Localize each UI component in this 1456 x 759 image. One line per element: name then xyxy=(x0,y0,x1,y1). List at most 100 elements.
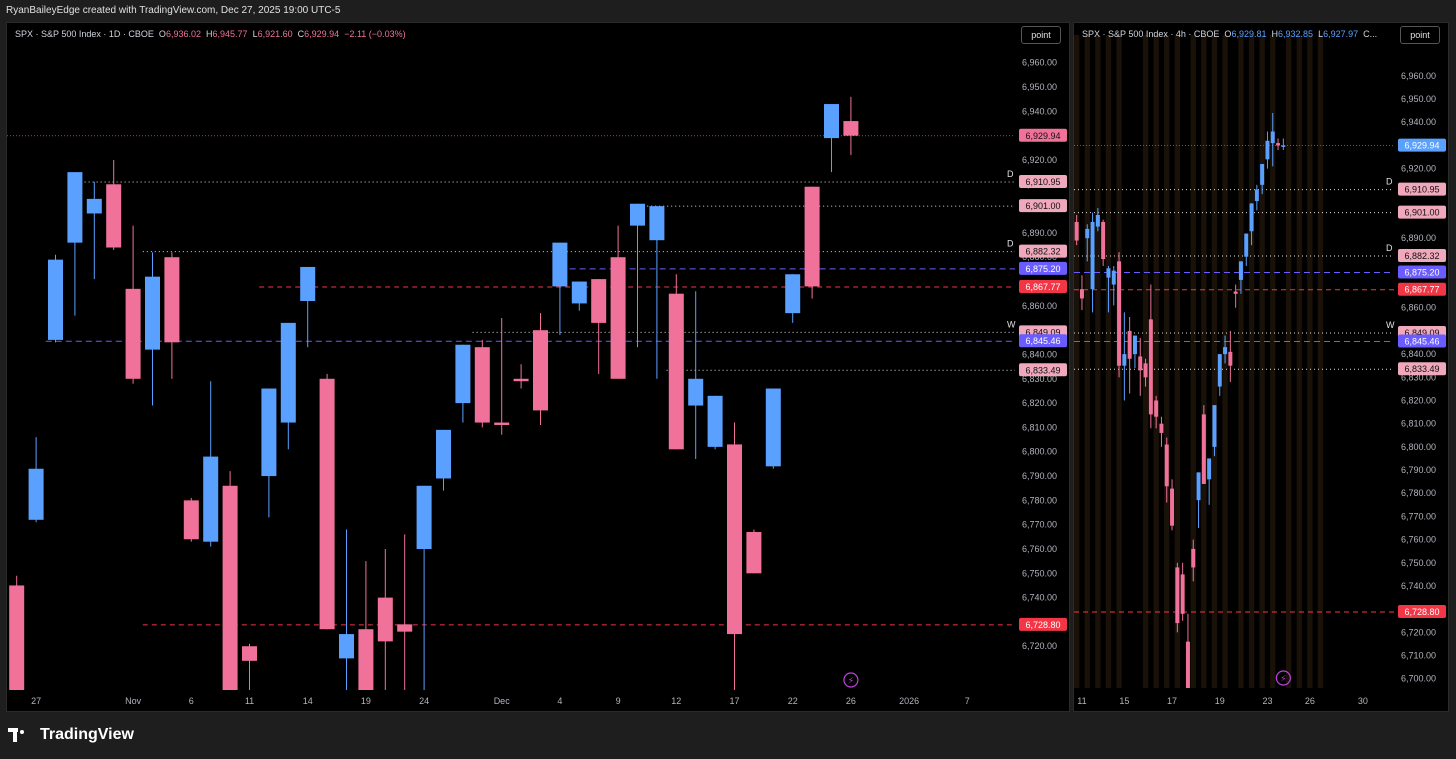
4h-session-band-3 xyxy=(1105,35,1112,688)
4h-candle-body xyxy=(1138,356,1143,371)
daily-candle-body xyxy=(824,104,839,139)
4h-symbol: SPX · S&P 500 Index · 4h · CBOE xyxy=(1082,29,1220,39)
daily-y-tick-label: 6,760.00 xyxy=(1022,544,1057,554)
daily-x-tick-label: 9 xyxy=(616,696,621,706)
daily-y-tick-label: 6,830.00 xyxy=(1022,374,1057,384)
4h-y-tick-label: 6,820.00 xyxy=(1401,395,1436,405)
4h-candle-body xyxy=(1090,221,1095,290)
chart-credit: RyanBaileyEdge created with TradingView.… xyxy=(6,5,341,16)
daily-level-label-bg xyxy=(1019,363,1067,377)
daily-candle-body xyxy=(591,279,607,323)
daily-high: 6,945.77 xyxy=(212,29,248,39)
4h-x-tick-label: 17 xyxy=(1167,696,1177,706)
daily-candle-body xyxy=(688,378,704,406)
4h-candle-body xyxy=(1191,548,1196,568)
4h-candle-body xyxy=(1074,221,1079,241)
4h-candle-body xyxy=(1148,319,1153,415)
4h-candle-body xyxy=(1175,567,1180,624)
daily-x-tick-label: 11 xyxy=(245,696,254,706)
daily-symbol: SPX · S&P 500 Index · 1D · CBOE xyxy=(15,29,154,39)
4h-session-band-19 xyxy=(1307,35,1313,688)
4h-candle-body xyxy=(1180,574,1185,614)
daily-candle-body xyxy=(358,629,374,690)
daily-x-tick-label: 14 xyxy=(303,696,313,706)
daily-y-tick-label: 6,770.00 xyxy=(1022,520,1057,530)
daily-candle-body xyxy=(300,266,316,301)
4h-candle-body xyxy=(1270,131,1275,144)
4h-candle-body xyxy=(1085,228,1090,239)
daily-candle-body xyxy=(843,121,859,136)
daily-candle-body xyxy=(785,274,801,314)
4h-candle-body xyxy=(1276,143,1281,146)
4h-candle-body xyxy=(1079,289,1084,299)
daily-level-label: 6,929.94 xyxy=(1025,131,1060,141)
4h-point-button[interactable]: point xyxy=(1400,26,1440,44)
4h-candle-body xyxy=(1260,163,1265,185)
4h-y-tick-label: 6,740.00 xyxy=(1401,581,1436,591)
4h-candle-body xyxy=(1170,488,1175,526)
4h-level-label-bg xyxy=(1398,205,1446,219)
4h-level-label: 6,867.77 xyxy=(1404,285,1439,295)
4h-candle-body xyxy=(1095,214,1100,227)
daily-level-label: 6,728.80 xyxy=(1025,620,1060,630)
daily-candle-body xyxy=(164,257,180,343)
4h-level-label-bg xyxy=(1398,265,1446,279)
daily-y-tick-label: 6,750.00 xyxy=(1022,568,1057,578)
4h-event-icon xyxy=(1275,670,1291,686)
daily-event-icon-glyph: ⚡ xyxy=(848,677,854,687)
daily-candle-body xyxy=(571,281,587,304)
4h-session-band-1 xyxy=(1084,35,1090,688)
daily-candlestick-chart[interactable]: 6,960.006,950.006,940.006,920.006,910.00… xyxy=(7,23,1071,713)
daily-y-tick-label: 6,860.00 xyxy=(1022,301,1057,311)
daily-level-marker: D xyxy=(1007,239,1014,249)
daily-y-tick-label: 6,960.00 xyxy=(1022,58,1057,68)
4h-candle-body xyxy=(1281,145,1286,147)
daily-candle-body xyxy=(804,186,820,287)
4h-session-band-18 xyxy=(1296,35,1302,688)
4h-y-tick-label: 6,750.00 xyxy=(1401,558,1436,568)
daily-level-label: 6,882.32 xyxy=(1025,247,1060,257)
daily-candle-body xyxy=(242,646,257,661)
4h-level-label: 6,882.32 xyxy=(1404,251,1439,261)
4h-level-marker: D xyxy=(1386,243,1393,253)
4h-candle-body xyxy=(1111,270,1116,285)
4h-candle-body xyxy=(1185,641,1190,688)
daily-candle-body xyxy=(513,378,529,382)
4h-y-tick-label: 6,940.00 xyxy=(1401,117,1436,127)
4h-level-label-bg xyxy=(1398,282,1446,296)
daily-candle-body xyxy=(9,585,25,690)
daily-chart-panel[interactable]: 6,960.006,950.006,940.006,920.006,910.00… xyxy=(6,22,1070,712)
daily-y-tick-label: 6,790.00 xyxy=(1022,471,1057,481)
daily-candle-body xyxy=(86,198,102,214)
tradingview-logo[interactable]: TradingView xyxy=(8,726,134,744)
4h-y-tick-label: 6,800.00 xyxy=(1401,442,1436,452)
daily-x-tick-label: 22 xyxy=(788,696,798,706)
4h-session-band-11 xyxy=(1211,35,1218,688)
daily-candle-body xyxy=(552,242,568,287)
4h-chart-panel[interactable]: 6,960.00 6,950.00 6,940.00 6,920.00 6,890.00… xyxy=(1073,22,1449,712)
4h-session-band-15 xyxy=(1259,35,1265,688)
4h-y-tick-label: 6,780.00 xyxy=(1401,488,1436,498)
4h-level-label: 6,875.20 xyxy=(1404,267,1439,277)
daily-x-tick-label: 27 xyxy=(31,696,41,706)
daily-y-tick-label: 6,920.00 xyxy=(1022,155,1057,165)
daily-x-tick-label: 19 xyxy=(361,696,371,706)
4h-y-tick-label: 6,710.00 xyxy=(1401,651,1436,661)
daily-candle-body xyxy=(280,322,296,423)
daily-change: −2.11 (−0.03%) xyxy=(344,29,406,39)
4h-level-label-bg xyxy=(1398,182,1446,196)
daily-candle-body xyxy=(28,468,44,520)
daily-level-marker: D xyxy=(1007,169,1014,179)
daily-candle-body xyxy=(203,456,219,542)
daily-candle-body xyxy=(183,500,199,540)
4h-level-label-bg xyxy=(1398,138,1446,152)
daily-level-label: 6,910.95 xyxy=(1025,177,1060,187)
4h-candlestick-chart[interactable]: 6,960.00 6,950.00 6,940.00 6,920.00 6,890.00… xyxy=(1074,23,1450,713)
4h-y-tick-label: 6,790.00 xyxy=(1401,465,1436,475)
daily-x-tick-label: 17 xyxy=(729,696,739,706)
daily-point-button[interactable]: point xyxy=(1021,26,1061,44)
daily-x-tick-label: 2026 xyxy=(899,696,919,706)
4h-level-marker: D xyxy=(1386,177,1393,187)
daily-low: 6,921.60 xyxy=(257,29,293,39)
daily-event-icon xyxy=(843,672,859,688)
